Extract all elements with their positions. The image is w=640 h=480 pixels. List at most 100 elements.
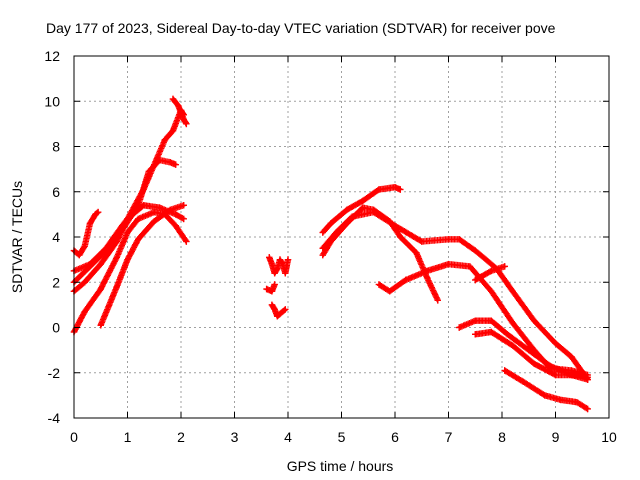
data-point [86,263,94,270]
data-point [501,263,508,270]
data-point [81,242,88,250]
data-point [180,116,187,123]
data-point [282,270,289,277]
y-tick-label: 12 [44,48,60,64]
data-point [557,396,565,404]
data-point [434,297,441,304]
data-point [509,319,516,327]
data-point [151,217,158,225]
data-point [423,267,431,275]
x-tick-label: 6 [391,429,399,445]
data-point [546,362,554,370]
data-point [140,186,147,193]
data-point [530,317,538,324]
series-layer [70,95,591,413]
data-point [268,301,276,309]
y-axis-label: SDTVAR / TECUs [9,181,25,293]
data-point [274,265,281,272]
data-point [97,285,104,293]
data-point [402,276,409,284]
data-point [349,213,356,220]
series-arc-6 [97,202,187,329]
data-point [573,371,581,379]
grid [74,56,609,418]
data-point [472,247,479,254]
x-tick-label: 8 [498,429,506,445]
series-arc-1 [70,208,102,259]
data-point [472,276,479,284]
data-point [456,236,463,243]
x-tick-label: 0 [70,429,78,445]
data-point [180,215,187,223]
data-point [466,263,474,270]
data-point [276,256,284,263]
x-tick-label: 3 [231,429,239,445]
data-point [86,220,94,227]
data-point [151,208,158,216]
data-point [135,215,142,223]
data-point [445,260,452,268]
series-marks [319,208,591,383]
data-point [488,328,495,336]
series-arc-15 [472,263,508,284]
data-point [113,254,120,261]
data-point [525,346,532,354]
data-point [488,317,495,324]
data-point [423,274,431,281]
data-point [172,211,179,218]
data-point [370,208,377,216]
data-point [488,288,495,295]
series-arc-13 [319,208,591,383]
data-point [319,245,326,252]
data-point [472,317,479,324]
data-point [530,360,538,367]
data-point [397,233,404,241]
data-point [135,236,142,243]
data-point [180,202,187,209]
x-axis-ticks: 0 1 2 3 4 5 6 7 8 9 10 [70,56,617,445]
data-point [375,281,383,288]
data-point [76,251,83,259]
data-point [319,229,326,236]
data-point [271,270,278,277]
data-point [327,220,334,227]
data-point [183,238,190,245]
data-point [541,392,548,399]
x-tick-label: 2 [177,429,185,445]
x-tick-label: 4 [284,429,292,445]
data-point [140,202,147,209]
data-point [151,161,158,168]
data-point [279,260,286,268]
data-point [169,95,177,103]
data-point [266,254,273,261]
data-point [97,322,104,329]
data-point [156,204,163,211]
data-point [391,184,399,191]
data-point [445,236,452,243]
y-tick-label: 8 [52,139,60,155]
data-point [271,281,278,288]
x-tick-label: 9 [552,429,560,445]
x-tick-label: 10 [601,429,617,445]
data-point [375,186,383,193]
data-point [343,206,351,214]
data-point [271,306,278,313]
y-axis-ticks: -4 -2 0 2 4 6 8 10 12 [44,48,609,426]
x-tick-label: 5 [338,429,346,445]
data-point [81,279,88,286]
data-point [509,342,516,349]
data-point [276,310,284,318]
data-point [509,288,516,295]
data-point [397,186,404,193]
data-point [552,340,559,347]
data-point [124,215,131,223]
data-point [568,353,575,361]
data-point [97,260,104,268]
series-arc-17 [472,328,591,381]
data-point [284,256,292,263]
y-tick-label: -2 [48,365,61,381]
data-point [161,136,169,143]
data-point [332,229,340,236]
data-point [94,208,102,216]
data-point [167,159,174,166]
